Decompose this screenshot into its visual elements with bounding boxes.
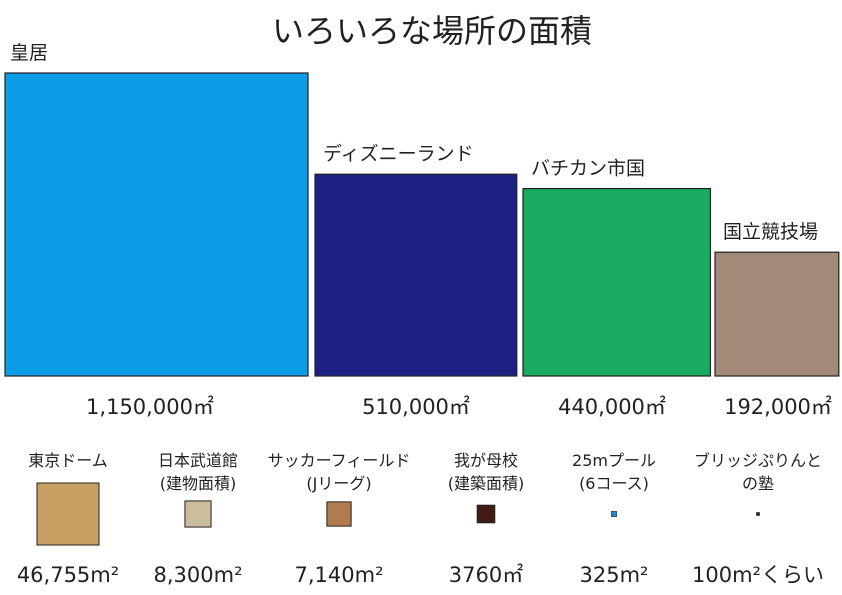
place-name-label: サッカーフィールド xyxy=(268,451,411,470)
area-square xyxy=(714,251,840,377)
area-square xyxy=(36,482,100,546)
area-value-label: 8,300m² xyxy=(154,563,243,587)
place-name-sublabel: (6コース) xyxy=(579,474,649,493)
area-square xyxy=(4,72,309,377)
place-name-sublabel: (Jリーグ) xyxy=(306,474,371,493)
place-name-label: ブリッジぷりんと xyxy=(694,451,822,470)
place-name-label: 国立競技場 xyxy=(723,221,818,243)
place-name-label: バチカン市国 xyxy=(531,158,645,180)
area-value-label: 7,140m² xyxy=(295,563,384,587)
area-square xyxy=(326,501,352,527)
place-name-label: 25mプール xyxy=(572,451,656,470)
area-value-label: 46,755m² xyxy=(17,563,119,587)
area-value-label: 1,150,000㎡ xyxy=(86,395,214,419)
place-name-label: 我が母校 xyxy=(454,451,518,470)
area-value-label: 3760㎡ xyxy=(449,563,523,587)
area-square xyxy=(184,500,212,528)
area-square xyxy=(522,187,712,377)
place-name-label: 皇居 xyxy=(10,42,48,64)
area-square xyxy=(476,504,496,524)
chart-title: いろいろな場所の面積 xyxy=(272,12,592,50)
place-name-sublabel: (建築面積) xyxy=(448,474,525,493)
area-square xyxy=(611,511,617,517)
place-name-label: ディズニーランド xyxy=(323,143,474,165)
small-areas-group: 東京ドーム 46,755m² 日本武道館 (建物面積) 8,300m² サッカーフィールド… xyxy=(17,451,824,587)
place-name-label: 東京ドーム xyxy=(28,451,108,470)
area-square xyxy=(314,173,518,377)
area-square xyxy=(756,512,760,516)
place-name-label: 日本武道館 xyxy=(158,451,238,470)
area-value-label: 192,000㎡ xyxy=(724,395,832,419)
area-value-label: 100m²くらい xyxy=(692,563,824,587)
large-areas-group: 皇居 1,150,000㎡ ディズニーランド 510,000㎡ バチカン市国 440,00… xyxy=(4,42,840,419)
area-value-label: 510,000㎡ xyxy=(362,395,470,419)
place-name-sublabel: の塾 xyxy=(742,474,774,493)
area-value-label: 325m² xyxy=(580,563,649,587)
area-value-label: 440,000㎡ xyxy=(558,395,666,419)
place-name-sublabel: (建物面積) xyxy=(160,474,237,493)
